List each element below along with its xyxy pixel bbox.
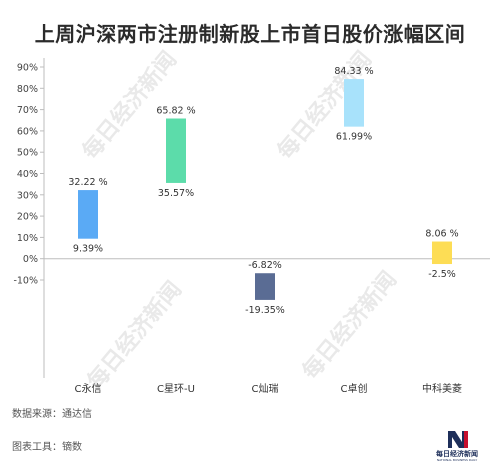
y-tick-label: 40% — [17, 169, 38, 180]
y-tick-label: -10% — [13, 276, 38, 287]
bar-high-label: -6.82% — [248, 260, 282, 271]
y-tick-label: 80% — [17, 84, 38, 95]
x-axis-labels: C永信 C星环-U C灿瑞 C卓创 中科美菱 — [75, 382, 462, 395]
bar-low-label: 9.39% — [73, 244, 103, 255]
y-tick-label: 90% — [17, 63, 38, 74]
chart-title: 上周沪深两市注册制新股上市首日股价涨幅区间 — [34, 22, 466, 46]
chart-tool-note: 图表工具：镝数 — [12, 442, 82, 453]
bar-low-label: 35.57% — [158, 188, 194, 199]
x-category-label: C灿瑞 — [252, 382, 279, 395]
logo-text: 每日经济新闻 — [436, 450, 478, 458]
y-tick-label: 30% — [17, 190, 38, 201]
y-axis: 90% 80% 70% 60% 50% 40% 30% 20% 10% 0% -10% — [13, 58, 490, 378]
range-bar — [255, 273, 275, 300]
x-category-label: C卓创 — [341, 382, 368, 395]
bar-low-label: 61.99% — [336, 132, 372, 143]
range-bar — [344, 79, 364, 127]
watermark-text: 每日经济新闻 — [82, 277, 187, 395]
bar-low-label: -2.5% — [428, 269, 456, 280]
bar-high-label: 65.82 % — [156, 106, 195, 117]
y-tick-label: 70% — [17, 105, 38, 116]
data-source-note: 数据来源：通达信 — [12, 409, 92, 420]
bar-low-label: -19.35% — [245, 305, 285, 316]
labels-layer: 32.22 % 9.39% 65.82 % 35.57% -6.82% -19.35% 84… — [68, 66, 458, 316]
x-category-label: C星环-U — [157, 383, 195, 395]
bar-high-label: 84.33 % — [334, 66, 373, 77]
watermark-text: 每日经济新闻 — [297, 267, 402, 385]
bar-high-label: 32.22 % — [68, 177, 107, 188]
range-bar — [166, 118, 186, 183]
y-tick-label: 10% — [17, 233, 38, 244]
logo-subtext: NATIONAL BUSINESS DAILY — [436, 458, 478, 462]
range-bar — [432, 241, 452, 265]
y-tick-label: 60% — [17, 126, 38, 137]
brand-logo: 每日经济新闻 NATIONAL BUSINESS DAILY — [428, 428, 486, 464]
x-category-label: 中科美菱 — [422, 382, 462, 395]
range-bar — [78, 190, 98, 239]
logo-mark-icon — [448, 431, 468, 448]
bars-layer — [78, 79, 452, 300]
y-tick-label: 20% — [17, 212, 38, 223]
y-tick-label: 0% — [23, 254, 38, 265]
x-category-label: C永信 — [75, 382, 102, 395]
bar-high-label: 8.06 % — [425, 229, 458, 240]
y-tick-label: 50% — [17, 148, 38, 159]
